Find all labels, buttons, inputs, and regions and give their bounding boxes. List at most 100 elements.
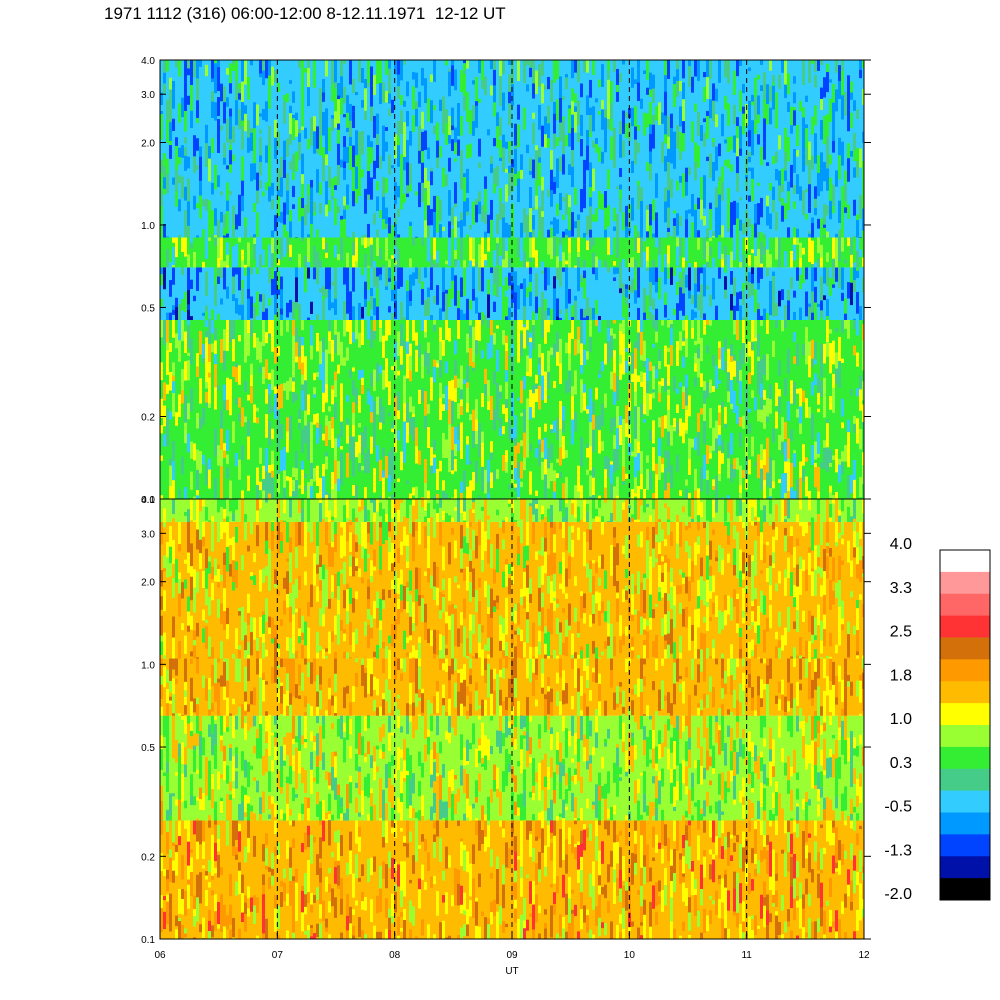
spectrogram-cell bbox=[259, 277, 262, 295]
spectrogram-cell bbox=[841, 141, 844, 166]
spectrogram-cell bbox=[529, 157, 532, 171]
spectrogram-cell bbox=[541, 475, 544, 480]
spectrogram-cell bbox=[412, 416, 415, 441]
spectrogram-cell bbox=[412, 216, 415, 234]
spectrogram-cell bbox=[460, 422, 463, 435]
spectrogram-cell bbox=[646, 171, 649, 193]
spectrogram-cell bbox=[256, 467, 259, 486]
spectrogram-cell bbox=[457, 103, 460, 124]
spectrogram-cell bbox=[733, 354, 736, 361]
spectrogram-cell bbox=[280, 314, 283, 321]
spectrogram-cell bbox=[508, 379, 511, 403]
spectrogram-cell bbox=[484, 237, 487, 254]
spectrogram-cell bbox=[370, 320, 373, 330]
spectrogram-cell bbox=[295, 112, 298, 121]
spectrogram-cell bbox=[595, 98, 598, 103]
spectrogram-cell bbox=[223, 267, 226, 290]
spectrogram-cell bbox=[265, 484, 268, 492]
spectrogram-cell bbox=[676, 213, 679, 236]
spectrogram-cell bbox=[160, 92, 163, 106]
spectrogram-cell bbox=[211, 875, 214, 880]
spectrogram-cell bbox=[529, 170, 532, 175]
spectrogram-cell bbox=[217, 521, 220, 543]
spectrogram-cell bbox=[715, 60, 718, 68]
spectrogram-cell bbox=[838, 81, 841, 99]
spectrogram-cell bbox=[436, 140, 439, 158]
spectrogram-cell bbox=[553, 380, 556, 389]
spectrogram-cell bbox=[283, 60, 286, 74]
spectrogram-cell bbox=[478, 201, 481, 214]
spectrogram-cell bbox=[577, 491, 580, 499]
spectrogram-cell bbox=[298, 303, 301, 321]
spectrogram-cell bbox=[367, 489, 370, 499]
spectrogram-cell bbox=[313, 60, 316, 71]
spectrogram-cell bbox=[343, 205, 346, 210]
spectrogram-cell bbox=[508, 150, 511, 163]
spectrogram-cell bbox=[319, 111, 322, 136]
spectrogram-cell bbox=[172, 305, 175, 310]
spectrogram-cell bbox=[478, 76, 481, 83]
spectrogram-cell bbox=[397, 410, 400, 420]
spectrogram-cell bbox=[673, 267, 676, 276]
spectrogram-cell bbox=[451, 267, 454, 281]
spectrogram-cell bbox=[199, 519, 202, 522]
spectrogram-cell bbox=[196, 820, 199, 842]
spectrogram-cell bbox=[178, 242, 181, 264]
spectrogram-cell bbox=[655, 364, 658, 370]
spectrogram-cell bbox=[364, 487, 367, 499]
spectrogram-cell bbox=[316, 229, 319, 238]
spectrogram-cell bbox=[514, 308, 517, 321]
spectrogram-cell bbox=[547, 123, 550, 139]
spectrogram-cell bbox=[568, 353, 571, 371]
spectrogram-cell bbox=[406, 154, 409, 163]
spectrogram-cell bbox=[550, 462, 553, 482]
spectrogram-cell bbox=[283, 382, 286, 391]
spectrogram-cell bbox=[580, 97, 583, 110]
spectrogram-cell bbox=[721, 347, 724, 370]
spectrogram-cell bbox=[559, 400, 562, 426]
spectrogram-cell bbox=[388, 174, 391, 188]
spectrogram-cell bbox=[202, 737, 205, 756]
spectrogram-cell bbox=[313, 468, 316, 482]
spectrogram-cell bbox=[211, 78, 214, 83]
spectrogram-cell bbox=[283, 224, 286, 238]
spectrogram-cell bbox=[352, 424, 355, 433]
spectrogram-cell bbox=[250, 496, 253, 499]
spectrogram-cell bbox=[196, 412, 199, 429]
spectrogram-cell bbox=[436, 60, 439, 81]
spectrogram-cell bbox=[415, 332, 418, 346]
spectrogram-cell bbox=[544, 386, 547, 403]
spectrogram-cell bbox=[427, 225, 430, 236]
spectrogram-cell bbox=[268, 186, 271, 202]
spectrogram-cell bbox=[214, 490, 217, 499]
spectrogram-cell bbox=[490, 199, 493, 220]
spectrogram-cell bbox=[178, 235, 181, 238]
spectrogram-cell bbox=[178, 641, 181, 659]
spectrogram-cell bbox=[181, 341, 184, 345]
spectrogram-cell bbox=[787, 458, 790, 462]
spectrogram-cell bbox=[598, 259, 601, 268]
spectrogram-cell bbox=[748, 372, 751, 385]
spectrogram-cell bbox=[223, 895, 226, 905]
spectrogram-cell bbox=[556, 316, 559, 321]
spectrogram-cell bbox=[226, 783, 229, 789]
spectrogram-cell bbox=[607, 204, 610, 227]
spectrogram-cell bbox=[601, 64, 604, 87]
spectrogram-cell bbox=[433, 237, 436, 260]
spectrogram-cell bbox=[847, 432, 850, 456]
spectrogram-cell bbox=[229, 116, 232, 140]
spectrogram-cell bbox=[307, 106, 310, 112]
spectrogram-cell bbox=[757, 203, 760, 225]
spectrogram-cell bbox=[364, 188, 367, 214]
spectrogram-cell bbox=[262, 70, 265, 86]
spectrogram-cell bbox=[337, 99, 340, 124]
spectrogram-cell bbox=[781, 441, 784, 455]
spectrogram-cell bbox=[580, 260, 583, 268]
spectrogram-cell bbox=[361, 377, 364, 386]
spectrogram-cell bbox=[412, 237, 415, 246]
spectrogram-cell bbox=[808, 406, 811, 419]
spectrogram-cell bbox=[457, 403, 460, 419]
spectrogram-cell bbox=[511, 130, 514, 147]
spectrogram-cell bbox=[184, 131, 187, 138]
spectrogram-cell bbox=[841, 336, 844, 343]
